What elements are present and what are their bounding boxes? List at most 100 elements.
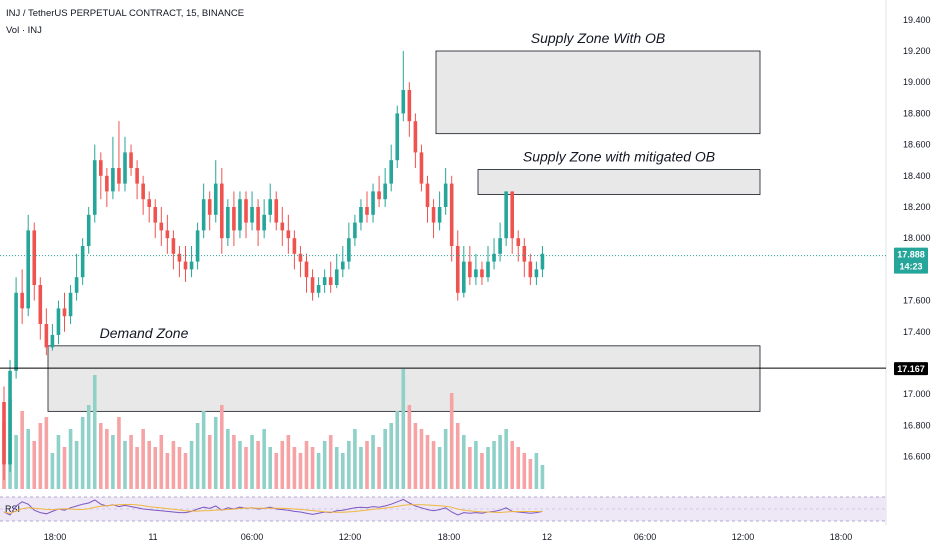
zone-box[interactable] xyxy=(435,50,761,135)
last-price-tag: 17.888 14:23 xyxy=(894,247,928,274)
volume-bar xyxy=(32,441,37,489)
volume-bar xyxy=(377,447,381,489)
volume-bar xyxy=(474,441,478,489)
candle-body xyxy=(159,222,164,231)
volume-bar xyxy=(540,465,545,489)
volume-bar xyxy=(207,435,212,489)
time-tick-label: 06:00 xyxy=(634,532,657,542)
volume-bar xyxy=(504,429,508,489)
volume-bar xyxy=(365,441,369,489)
zone-box[interactable] xyxy=(477,169,761,195)
candle-body xyxy=(153,207,158,223)
volume-bar xyxy=(528,459,533,489)
time-tick-label: 18:00 xyxy=(830,532,853,542)
volume-bar xyxy=(220,405,224,489)
time-axis[interactable]: 18:00 11 06:00 12:00 18:00 12 06:00 12:00 18:00 xyxy=(44,532,853,542)
volume-bar xyxy=(280,441,285,489)
volume-bar xyxy=(226,429,230,489)
candle-body xyxy=(540,253,545,270)
price-tick-label: 19.200 xyxy=(903,46,931,56)
candle-body xyxy=(443,183,448,207)
volume-bar xyxy=(38,423,43,489)
volume-bar xyxy=(449,393,454,489)
candle-body xyxy=(316,285,321,293)
candle-body xyxy=(522,246,527,262)
price-tick-label: 17.000 xyxy=(903,389,931,399)
candle-body xyxy=(213,183,218,215)
volume-bar xyxy=(274,453,279,489)
candle-countdown: 14:23 xyxy=(899,262,922,272)
volume-bar xyxy=(177,447,182,489)
volume-bar xyxy=(99,423,103,489)
candle-body xyxy=(359,207,363,223)
candle-body xyxy=(437,207,442,223)
volume-bar xyxy=(56,435,61,489)
level-price-value: 17.167 xyxy=(897,364,925,374)
candle-body xyxy=(389,160,393,184)
price-tick-label: 18.400 xyxy=(903,171,931,181)
price-axis[interactable]: 19.400 19.200 19.000 18.800 18.600 18.400 18.2… xyxy=(903,15,931,462)
volume-bar xyxy=(371,435,375,489)
price-tick-label: 18.000 xyxy=(903,233,931,243)
price-tick-label: 17.600 xyxy=(903,296,931,306)
zones-layer: Supply Zone With OB Supply Zone with miti… xyxy=(47,30,761,412)
candle-body xyxy=(534,269,539,278)
volume-bar xyxy=(425,435,430,489)
candle-body xyxy=(244,199,248,223)
candle-body xyxy=(353,222,357,239)
candle-body xyxy=(20,292,24,309)
volume-bar xyxy=(322,441,327,489)
zone-label: Demand Zone xyxy=(100,325,189,341)
volume-bar xyxy=(86,405,91,489)
candle-body xyxy=(322,277,327,285)
chart-title: INJ / TetherUS PERPETUAL CONTRACT, 15, B… xyxy=(6,8,245,19)
volume-bar xyxy=(74,441,79,489)
volume-bar xyxy=(353,429,357,489)
volume-bar xyxy=(443,429,448,489)
price-tick-label: 19.000 xyxy=(903,77,931,87)
candle-body xyxy=(413,121,418,153)
volume-bar xyxy=(250,435,254,489)
candle-body xyxy=(135,168,139,184)
candle-body xyxy=(486,261,490,278)
volume-bar xyxy=(50,453,55,489)
candle-body xyxy=(80,246,85,278)
candle-body xyxy=(328,277,333,285)
volume-bar xyxy=(401,369,406,489)
price-tick-label: 18.600 xyxy=(903,140,931,150)
candle-body xyxy=(238,199,242,231)
candle-body xyxy=(201,199,206,231)
volume-bar xyxy=(462,435,466,489)
candle-body xyxy=(334,269,339,285)
candle-body xyxy=(304,261,309,278)
volume-bar xyxy=(153,447,158,489)
candle-body xyxy=(262,214,266,231)
price-tick-label: 16.600 xyxy=(903,452,931,462)
candle-body xyxy=(74,277,79,293)
volume-bar xyxy=(20,411,24,489)
volume-bar xyxy=(316,453,321,489)
volume-bar xyxy=(14,435,18,489)
candle-body xyxy=(8,370,12,465)
level-price-tag: 17.167 xyxy=(894,362,928,376)
candle-body xyxy=(504,191,508,239)
volume-bar xyxy=(431,441,436,489)
volume-bar xyxy=(310,447,315,489)
price-tick-label: 18.800 xyxy=(903,108,931,118)
last-price-value: 17.888 xyxy=(897,250,925,260)
candle-body xyxy=(365,207,369,215)
volume-bar xyxy=(244,447,248,489)
volume-bar xyxy=(232,435,236,489)
volume-indicator-label: Vol · INJ xyxy=(6,25,42,36)
volume-bar xyxy=(510,441,514,489)
candle-body xyxy=(141,183,145,200)
volume-bar xyxy=(395,411,400,489)
candle-body xyxy=(268,199,272,215)
candle-body xyxy=(232,207,236,231)
volume-bar xyxy=(183,453,188,489)
volume-bar xyxy=(304,441,309,489)
candle-body xyxy=(292,238,297,254)
candle-body xyxy=(474,269,478,278)
zone-label: Supply Zone with mitigated OB xyxy=(523,149,715,165)
